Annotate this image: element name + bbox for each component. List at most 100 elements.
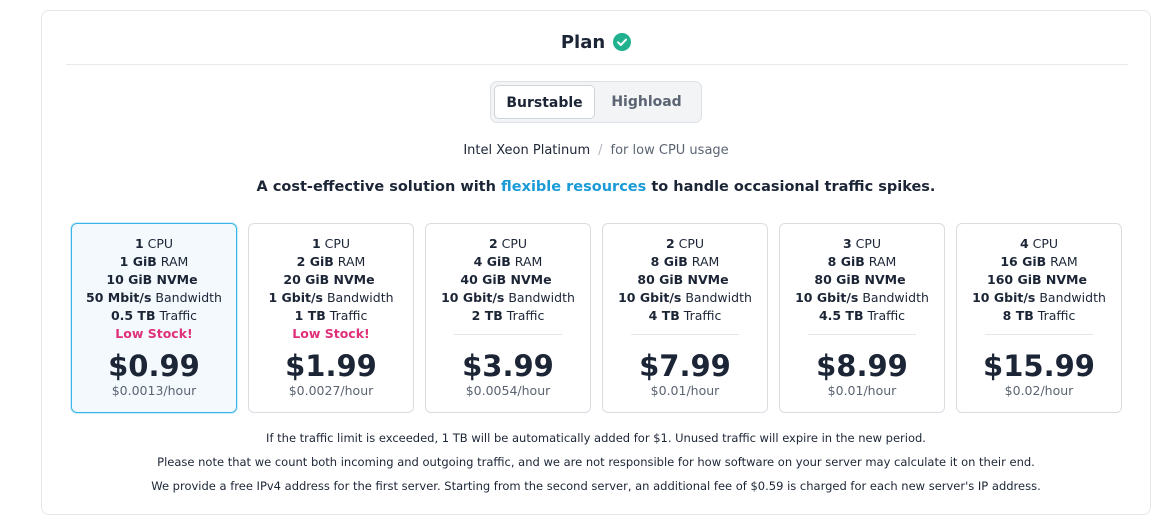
spec-unit: Bandwidth <box>685 290 752 305</box>
spec-value: 10 Gbit/s <box>618 290 682 305</box>
hourly-price: $0.0013/hour <box>111 383 197 398</box>
spec-unit: Traffic <box>683 308 722 323</box>
spec-line: 1 CPU <box>72 235 236 253</box>
spec-unit: Bandwidth <box>1039 290 1106 305</box>
separator <box>603 325 767 343</box>
spec-unit: Bandwidth <box>508 290 575 305</box>
separator <box>957 325 1121 343</box>
spec-value: 40 GiB NVMe <box>460 272 552 287</box>
spec-value: 1 TB <box>294 308 326 323</box>
plan-card[interactable]: 1 CPU 1 GiB RAM 10 GiB NVMe 50 Mbit/s Bandwidt… <box>71 223 237 413</box>
plan-card[interactable]: 2 CPU 8 GiB RAM 80 GiB NVMe 10 Gbit/s Bandwidt… <box>602 223 768 413</box>
spec-unit: RAM <box>1050 254 1078 269</box>
spec-unit: RAM <box>337 254 366 269</box>
rule-line <box>808 333 916 335</box>
spec-line: 1 TB Traffic <box>249 307 413 325</box>
spec-value: 160 GiB NVMe <box>987 272 1087 287</box>
spec-line: 2 CPU <box>603 235 767 253</box>
spec-unit: Traffic <box>329 308 368 323</box>
spec-line: 8 GiB RAM <box>780 253 944 271</box>
tagline: A cost-effective solution with flexible … <box>42 179 1150 195</box>
tab-group: Burstable Highload <box>490 81 702 123</box>
tagline-text: A cost-effective solution with <box>256 179 496 195</box>
tagline-text: to handle occasional traffic spikes. <box>651 179 936 195</box>
spec-line: 10 Gbit/s Bandwidth <box>780 289 944 307</box>
spec-unit: Bandwidth <box>862 290 929 305</box>
spec-line: 2 GiB RAM <box>249 253 413 271</box>
spec-value: 10 GiB NVMe <box>106 272 198 287</box>
spec-unit: Traffic <box>867 308 906 323</box>
price: $7.99 <box>639 349 731 383</box>
stock-badge: Low Stock! <box>115 326 193 341</box>
price: $1.99 <box>285 349 377 383</box>
spec-unit: RAM <box>691 254 720 269</box>
spec-value: 4 GiB <box>473 254 511 269</box>
spec-unit: Traffic <box>1037 308 1076 323</box>
rule-line <box>985 333 1093 335</box>
price: $15.99 <box>983 349 1095 383</box>
tab[interactable]: Highload <box>611 94 682 110</box>
separator <box>780 325 944 343</box>
spec-line: 10 Gbit/s Bandwidth <box>957 289 1121 307</box>
spec-unit: RAM <box>868 254 897 269</box>
separator <box>426 325 590 343</box>
spec-value: 2 TB <box>471 308 503 323</box>
spec-line: 1 CPU <box>249 235 413 253</box>
spec-unit: CPU <box>1032 236 1059 251</box>
spec-value: 16 GiB <box>1000 254 1047 269</box>
spec-line: 3 CPU <box>780 235 944 253</box>
spec-line: 20 GiB NVMe <box>249 271 413 289</box>
spec-value: 50 Mbit/s <box>86 290 152 305</box>
spec-line: 8 GiB RAM <box>603 253 767 271</box>
plan-panel: Plan Burstable Highload Intel Xeon Plati… <box>41 10 1151 515</box>
hourly-price: $0.01/hour <box>827 383 897 398</box>
processor-usage: for low CPU usage <box>610 143 729 158</box>
check-icon <box>613 33 632 51</box>
spec-line: 50 Mbit/s Bandwidth <box>72 289 236 307</box>
spec-value: 10 Gbit/s <box>441 290 505 305</box>
plan-card[interactable]: 4 CPU 16 GiB RAM 160 GiB NVMe 10 Gbit/s Bandwi… <box>956 223 1122 413</box>
spec-line: 10 Gbit/s Bandwidth <box>426 289 590 307</box>
spec-value: 10 Gbit/s <box>972 290 1036 305</box>
spec-line: 40 GiB NVMe <box>426 271 590 289</box>
spec-unit: Bandwidth <box>155 290 222 305</box>
processor-line: Intel Xeon Platinum / for low CPU usage <box>42 143 1150 158</box>
tab[interactable]: Burstable <box>494 85 596 119</box>
spec-line: 4 TB Traffic <box>603 307 767 325</box>
spec-unit: CPU <box>678 236 705 251</box>
spec-line: 4.5 TB Traffic <box>780 307 944 325</box>
spec-line: 4 CPU <box>957 235 1121 253</box>
spec-line: 10 GiB NVMe <box>72 271 236 289</box>
spec-unit: RAM <box>514 254 543 269</box>
spec-line: 2 TB Traffic <box>426 307 590 325</box>
spec-value: 0.5 TB <box>110 308 156 323</box>
spec-unit: CPU <box>147 236 174 251</box>
spec-unit: Traffic <box>159 308 198 323</box>
spec-line: 80 GiB NVMe <box>603 271 767 289</box>
spec-value: 20 GiB NVMe <box>283 272 375 287</box>
rule-line <box>631 333 739 335</box>
spec-value: 4 <box>1019 236 1029 251</box>
spec-unit: CPU <box>324 236 351 251</box>
notes: If the traffic limit is exceeded, 1 TB w… <box>42 426 1150 498</box>
spec-value: 2 <box>488 236 498 251</box>
hourly-price: $0.01/hour <box>650 383 720 398</box>
spec-line: 160 GiB NVMe <box>957 271 1121 289</box>
spec-line: 16 GiB RAM <box>957 253 1121 271</box>
tagline-link[interactable]: flexible resources <box>501 179 647 195</box>
processor-name: Intel Xeon Platinum <box>463 143 591 158</box>
spec-line: 1 GiB RAM <box>72 253 236 271</box>
plan-card[interactable]: 3 CPU 8 GiB RAM 80 GiB NVMe 10 Gbit/s Bandwidt… <box>779 223 945 413</box>
spec-unit: Bandwidth <box>326 290 394 305</box>
spec-value: 4 TB <box>648 308 680 323</box>
plan-card[interactable]: 1 CPU 2 GiB RAM 20 GiB NVMe 1 Gbit/s Bandwidth… <box>248 223 414 413</box>
plan-card[interactable]: 2 CPU 4 GiB RAM 40 GiB NVMe 10 Gbit/s Bandwidt… <box>425 223 591 413</box>
spec-value: 10 Gbit/s <box>795 290 859 305</box>
spec-value: 1 Gbit/s <box>268 290 323 305</box>
spec-value: 8 TB <box>1002 308 1034 323</box>
spec-value: 8 GiB <box>650 254 688 269</box>
spec-value: 80 GiB NVMe <box>637 272 729 287</box>
spec-line: 0.5 TB Traffic <box>72 307 236 325</box>
spec-value: 1 GiB <box>119 254 157 269</box>
spec-value: 2 GiB <box>296 254 334 269</box>
